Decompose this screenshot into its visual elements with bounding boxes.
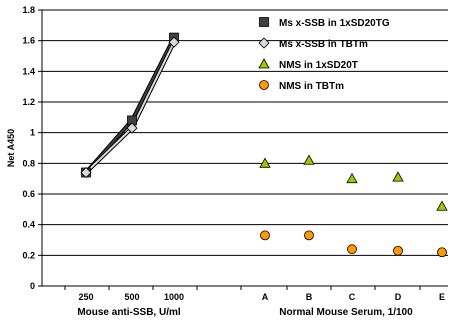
y-tick-label: 1.2	[22, 97, 35, 107]
x-tick-label: 500	[124, 292, 139, 302]
y-tick-label: 0.8	[22, 158, 35, 168]
y-tick-label: 1.6	[22, 36, 35, 46]
data-point-s1-2	[168, 36, 180, 48]
data-point-s2-4	[436, 200, 448, 211]
data-point-s3-0	[260, 230, 270, 241]
data-point-s2-3	[392, 171, 404, 182]
x-tick-label: E	[439, 292, 445, 302]
x-axis-title-1: Normal Mouse Serum, 1/100	[279, 307, 413, 318]
legend-marker-1	[258, 37, 270, 49]
x-tick-label: D	[395, 292, 402, 302]
legend-label-3: NMS in TBTm	[279, 81, 344, 92]
y-tick-label: 0.6	[22, 189, 35, 199]
x-axis-title-0: Mouse anti-SSB, U/ml	[77, 307, 181, 318]
legend-marker-0	[259, 17, 269, 27]
data-point-s2-1	[303, 154, 315, 165]
y-tick-label: 0	[30, 281, 35, 291]
y-tick-label: 0.2	[22, 250, 35, 260]
legend-label-2: NMS in 1xSD20T	[279, 60, 358, 71]
x-tick-label: 250	[78, 292, 93, 302]
y-tick-label: 1.4	[22, 66, 35, 76]
series-line-outline-0	[84, 36, 176, 174]
x-tick-label: 1000	[164, 292, 184, 302]
data-point-s2-0	[259, 157, 271, 168]
data-point-s1-0	[80, 166, 92, 179]
legend-marker-3	[259, 80, 269, 90]
data-point-s3-1	[304, 230, 314, 241]
data-point-s3-3	[393, 245, 403, 256]
x-tick-label: A	[262, 292, 269, 302]
x-tick-label: B	[306, 292, 313, 302]
data-point-s1-1	[126, 122, 138, 134]
series-line-0	[85, 37, 175, 174]
data-point-s3-2	[347, 244, 357, 255]
data-point-s3-4	[437, 247, 447, 258]
y-tick-label: 1	[30, 128, 35, 138]
legend-marker-2	[258, 58, 270, 69]
y-tick-label: 1.8	[22, 5, 35, 15]
data-point-s2-2	[346, 172, 358, 184]
legend-label-0: Ms x-SSB in 1xSD20TG	[279, 18, 390, 29]
y-tick-label: 0.4	[22, 220, 35, 230]
y-axis-title: Net A450	[6, 129, 16, 167]
x-tick-label: C	[349, 292, 356, 302]
legend-label-1: Ms x-SSB in TBTm	[279, 39, 368, 50]
